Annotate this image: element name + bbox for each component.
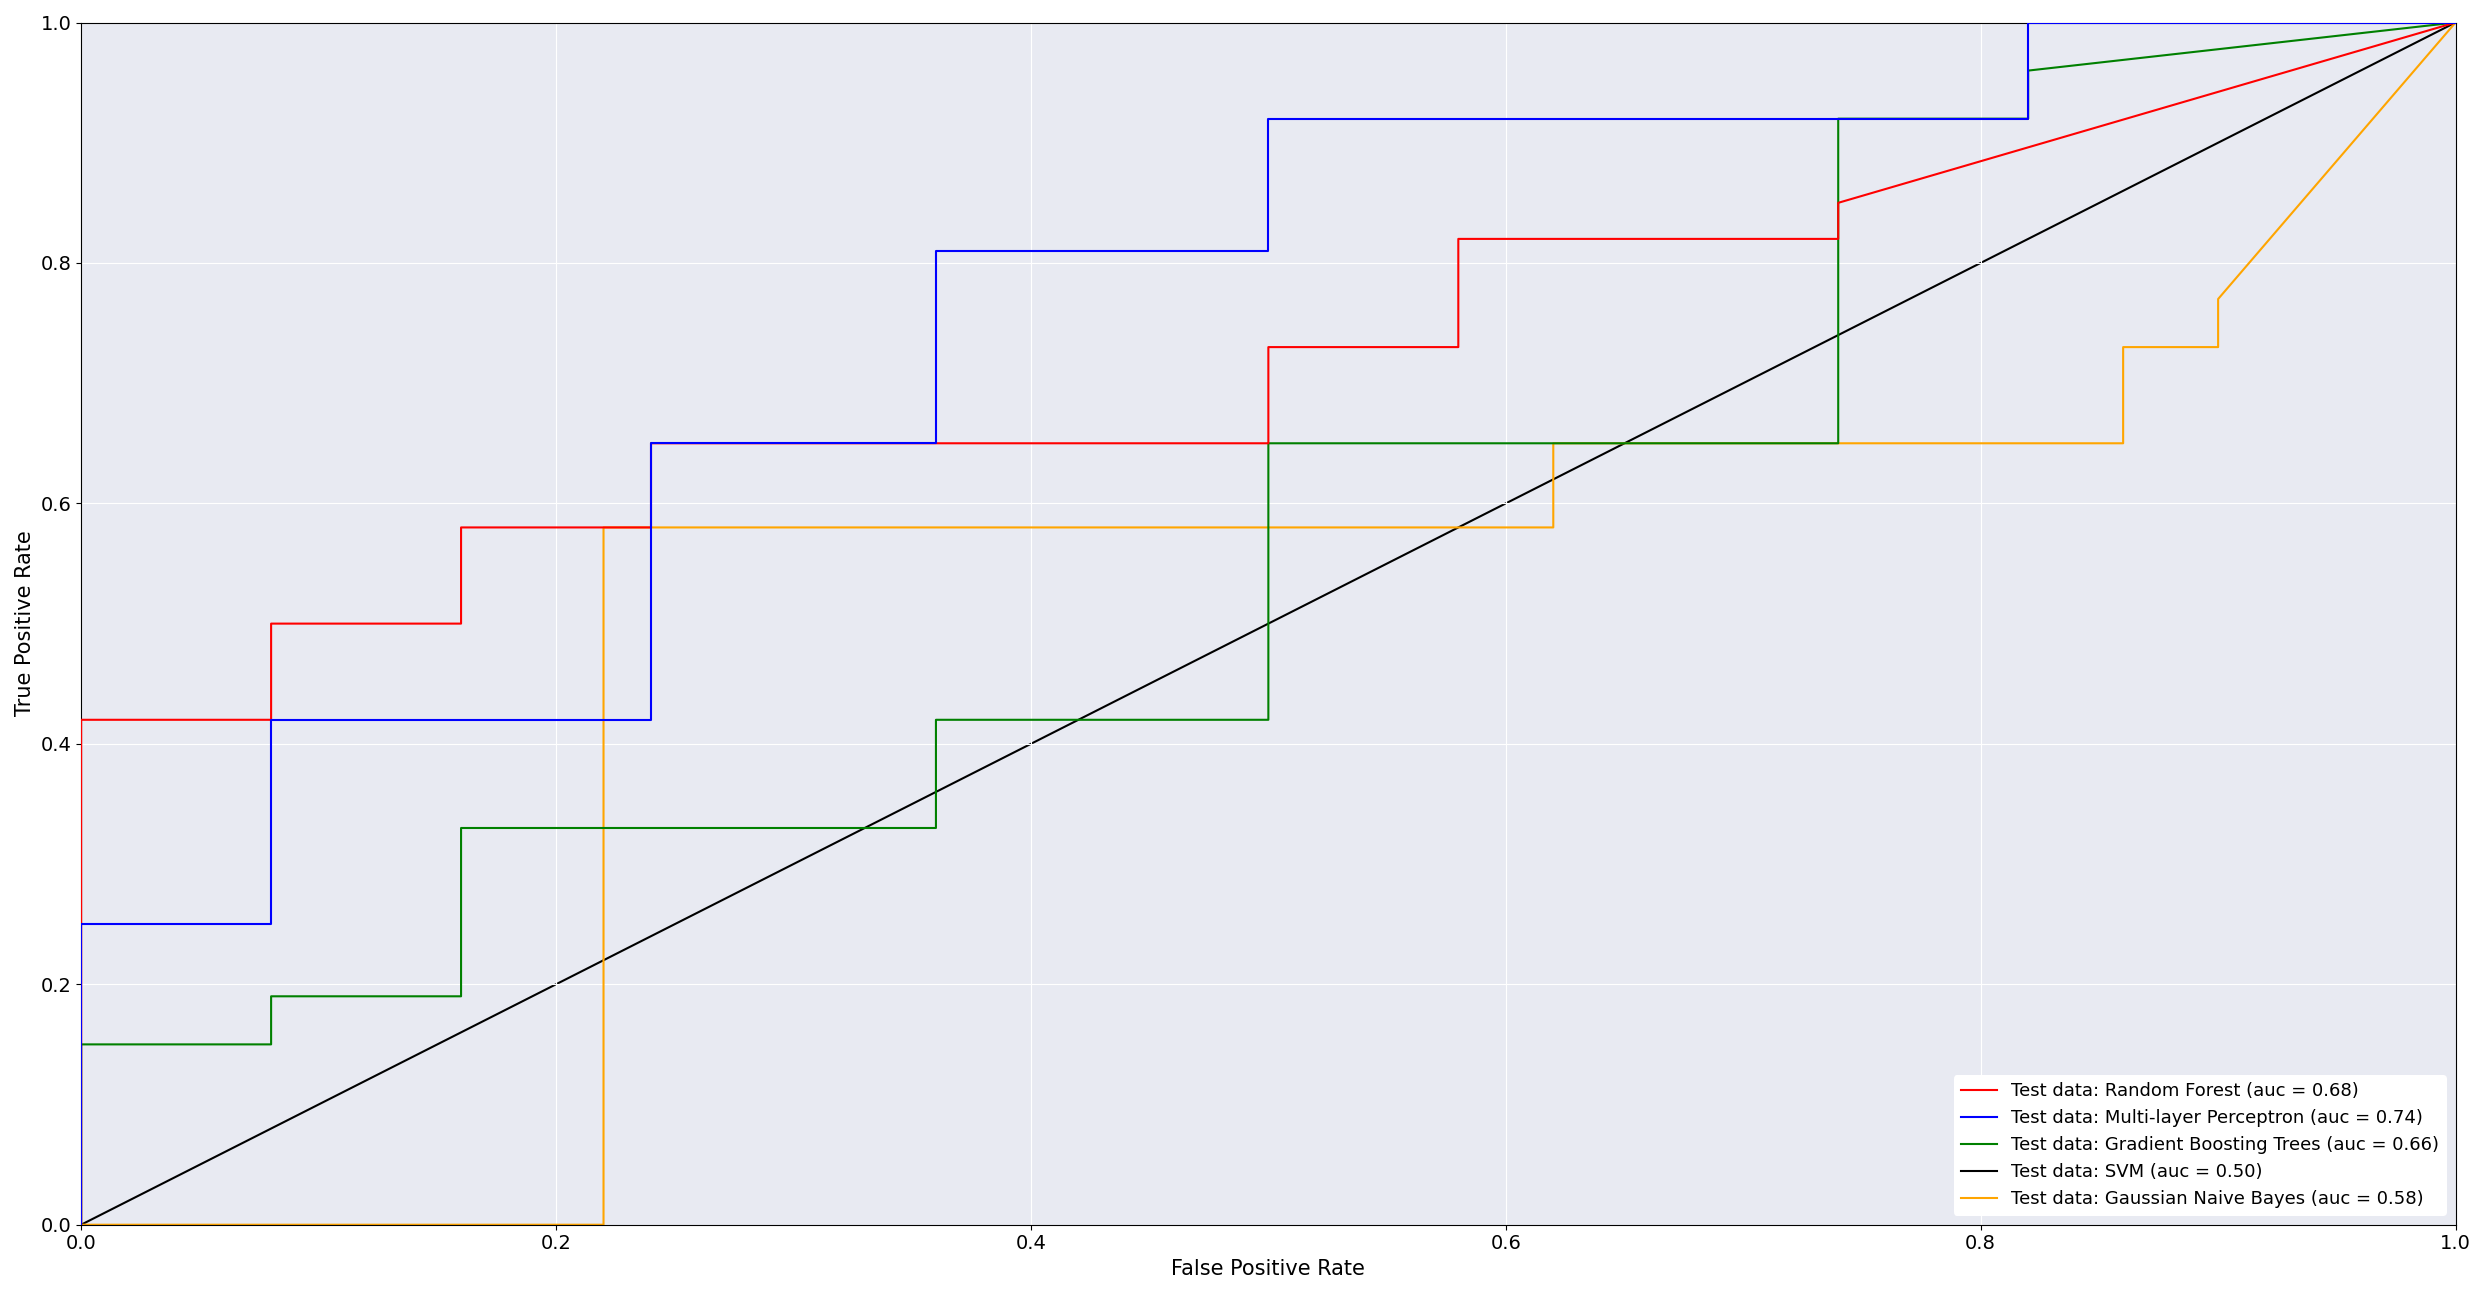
Test data: Multi-layer Perceptron (auc = 0.74): (0.74, 0.92): Multi-layer Perceptron (auc = 0.74): (0.… xyxy=(1822,111,1852,127)
Test data: Gradient Boosting Trees (auc = 0.66): (0.82, 0.96): Gradient Boosting Trees (auc = 0.66): (0… xyxy=(2014,63,2043,79)
Test data: Multi-layer Perceptron (auc = 0.74): (0.5, 0.81): Multi-layer Perceptron (auc = 0.74): (0.… xyxy=(1253,243,1283,259)
Test data: Gradient Boosting Trees (auc = 0.66): (0.74, 0.92): Gradient Boosting Trees (auc = 0.66): (0… xyxy=(1822,111,1852,127)
Test data: Multi-layer Perceptron (auc = 0.74): (0, 0.25): Multi-layer Perceptron (auc = 0.74): (0,… xyxy=(67,916,97,932)
Test data: Gaussian Naive Bayes (auc = 0.58): (0.32, 0.58): Gaussian Naive Bayes (auc = 0.58): (0.32… xyxy=(825,520,855,536)
Test data: Gradient Boosting Trees (auc = 0.66): (0.08, 0.19): Gradient Boosting Trees (auc = 0.66): (0… xyxy=(256,989,286,1004)
Test data: Multi-layer Perceptron (auc = 0.74): (0, 0): Multi-layer Perceptron (auc = 0.74): (0,… xyxy=(67,1216,97,1232)
Test data: Multi-layer Perceptron (auc = 0.74): (1, 1): Multi-layer Perceptron (auc = 0.74): (1,… xyxy=(2441,14,2471,30)
Test data: Multi-layer Perceptron (auc = 0.74): (0.82, 0.92): Multi-layer Perceptron (auc = 0.74): (0.… xyxy=(2014,111,2043,127)
Test data: Random Forest (auc = 0.68): (0.16, 0.58): Random Forest (auc = 0.68): (0.16, 0.58) xyxy=(445,520,475,536)
Test data: Gradient Boosting Trees (auc = 0.66): (1, 1): Gradient Boosting Trees (auc = 0.66): (1… xyxy=(2441,14,2471,30)
Legend: Test data: Random Forest (auc = 0.68), Test data: Multi-layer Perceptron (auc = : Test data: Random Forest (auc = 0.68), T… xyxy=(1954,1075,2446,1215)
Test data: Multi-layer Perceptron (auc = 0.74): (0.74, 0.92): Multi-layer Perceptron (auc = 0.74): (0.… xyxy=(1822,111,1852,127)
Test data: Gaussian Naive Bayes (auc = 0.58): (0.86, 0.65): Gaussian Naive Bayes (auc = 0.58): (0.86… xyxy=(2108,436,2138,452)
Test data: Multi-layer Perceptron (auc = 0.74): (0.24, 0.65): Multi-layer Perceptron (auc = 0.74): (0.… xyxy=(636,436,666,452)
Test data: Random Forest (auc = 0.68): (0.74, 0.82): Random Forest (auc = 0.68): (0.74, 0.82) xyxy=(1822,232,1852,247)
Test data: Multi-layer Perceptron (auc = 0.74): (0.5, 0.92): Multi-layer Perceptron (auc = 0.74): (0.… xyxy=(1253,111,1283,127)
Test data: Gradient Boosting Trees (auc = 0.66): (0, 0): Gradient Boosting Trees (auc = 0.66): (0… xyxy=(67,1216,97,1232)
Test data: Random Forest (auc = 0.68): (0, 0): Random Forest (auc = 0.68): (0, 0) xyxy=(67,1216,97,1232)
Test data: Gaussian Naive Bayes (auc = 0.58): (0.62, 0.65): Gaussian Naive Bayes (auc = 0.58): (0.62… xyxy=(1539,436,1569,452)
Test data: Gaussian Naive Bayes (auc = 0.58): (0.9, 0.73): Gaussian Naive Bayes (auc = 0.58): (0.9,… xyxy=(2203,339,2232,355)
Test data: Multi-layer Perceptron (auc = 0.74): (0.82, 1): Multi-layer Perceptron (auc = 0.74): (0.… xyxy=(2014,14,2043,30)
Test data: Random Forest (auc = 0.68): (1, 1): Random Forest (auc = 0.68): (1, 1) xyxy=(2441,14,2471,30)
Test data: Gradient Boosting Trees (auc = 0.66): (0.16, 0.19): Gradient Boosting Trees (auc = 0.66): (0… xyxy=(445,989,475,1004)
Test data: Random Forest (auc = 0.68): (0.58, 0.73): Random Forest (auc = 0.68): (0.58, 0.73) xyxy=(1444,339,1474,355)
Test data: Random Forest (auc = 0.68): (0.5, 0.65): Random Forest (auc = 0.68): (0.5, 0.65) xyxy=(1253,436,1283,452)
Test data: Random Forest (auc = 0.68): (0.08, 0.42): Random Forest (auc = 0.68): (0.08, 0.42) xyxy=(256,712,286,727)
Test data: Gradient Boosting Trees (auc = 0.66): (0.74, 0.65): Gradient Boosting Trees (auc = 0.66): (0… xyxy=(1822,436,1852,452)
Test data: Gradient Boosting Trees (auc = 0.66): (0, 0.15): Gradient Boosting Trees (auc = 0.66): (0… xyxy=(67,1036,97,1052)
X-axis label: False Positive Rate: False Positive Rate xyxy=(1171,1259,1365,1278)
Line: Test data: Gradient Boosting Trees (auc = 0.66): Test data: Gradient Boosting Trees (auc … xyxy=(82,22,2456,1224)
Test data: Random Forest (auc = 0.68): (0.24, 0.58): Random Forest (auc = 0.68): (0.24, 0.58) xyxy=(636,520,666,536)
Test data: Gaussian Naive Bayes (auc = 0.58): (0, 0): Gaussian Naive Bayes (auc = 0.58): (0, 0… xyxy=(67,1216,97,1232)
Test data: Random Forest (auc = 0.68): (0.16, 0.5): Random Forest (auc = 0.68): (0.16, 0.5) xyxy=(445,616,475,631)
Test data: Gaussian Naive Bayes (auc = 0.58): (0, 0): Gaussian Naive Bayes (auc = 0.58): (0, 0… xyxy=(67,1216,97,1232)
Test data: Gradient Boosting Trees (auc = 0.66): (0.36, 0.42): Gradient Boosting Trees (auc = 0.66): (0… xyxy=(920,712,950,727)
Test data: Gaussian Naive Bayes (auc = 0.58): (0.9, 0.77): Gaussian Naive Bayes (auc = 0.58): (0.9,… xyxy=(2203,291,2232,307)
Test data: Multi-layer Perceptron (auc = 0.74): (0.08, 0.25): Multi-layer Perceptron (auc = 0.74): (0.… xyxy=(256,916,286,932)
Test data: Gradient Boosting Trees (auc = 0.66): (0.82, 0.92): Gradient Boosting Trees (auc = 0.66): (0… xyxy=(2014,111,2043,127)
Test data: Gradient Boosting Trees (auc = 0.66): (0.5, 0.65): Gradient Boosting Trees (auc = 0.66): (0… xyxy=(1253,436,1283,452)
Test data: Gaussian Naive Bayes (auc = 0.58): (0.86, 0.73): Gaussian Naive Bayes (auc = 0.58): (0.86… xyxy=(2108,339,2138,355)
Test data: Random Forest (auc = 0.68): (0, 0.42): Random Forest (auc = 0.68): (0, 0.42) xyxy=(67,712,97,727)
Line: Test data: Random Forest (auc = 0.68): Test data: Random Forest (auc = 0.68) xyxy=(82,22,2456,1224)
Test data: Multi-layer Perceptron (auc = 0.74): (0.36, 0.81): Multi-layer Perceptron (auc = 0.74): (0.… xyxy=(920,243,950,259)
Test data: Multi-layer Perceptron (auc = 0.74): (0.36, 0.65): Multi-layer Perceptron (auc = 0.74): (0.… xyxy=(920,436,950,452)
Test data: Random Forest (auc = 0.68): (0.58, 0.82): Random Forest (auc = 0.68): (0.58, 0.82) xyxy=(1444,232,1474,247)
Test data: Gradient Boosting Trees (auc = 0.66): (0.08, 0.15): Gradient Boosting Trees (auc = 0.66): (0… xyxy=(256,1036,286,1052)
Test data: Gradient Boosting Trees (auc = 0.66): (0.36, 0.33): Gradient Boosting Trees (auc = 0.66): (0… xyxy=(920,820,950,836)
Test data: Random Forest (auc = 0.68): (0.24, 0.65): Random Forest (auc = 0.68): (0.24, 0.65) xyxy=(636,436,666,452)
Test data: Gaussian Naive Bayes (auc = 0.58): (0.62, 0.58): Gaussian Naive Bayes (auc = 0.58): (0.62… xyxy=(1539,520,1569,536)
Y-axis label: True Positive Rate: True Positive Rate xyxy=(15,531,35,717)
Test data: Gaussian Naive Bayes (auc = 0.58): (0.22, 0): Gaussian Naive Bayes (auc = 0.58): (0.22… xyxy=(589,1216,619,1232)
Test data: Random Forest (auc = 0.68): (0.5, 0.73): Random Forest (auc = 0.68): (0.5, 0.73) xyxy=(1253,339,1283,355)
Test data: Random Forest (auc = 0.68): (0.74, 0.85): Random Forest (auc = 0.68): (0.74, 0.85) xyxy=(1822,195,1852,211)
Test data: Gaussian Naive Bayes (auc = 0.58): (0.32, 0.58): Gaussian Naive Bayes (auc = 0.58): (0.32… xyxy=(825,520,855,536)
Line: Test data: Gaussian Naive Bayes (auc = 0.58): Test data: Gaussian Naive Bayes (auc = 0… xyxy=(82,22,2456,1224)
Test data: Random Forest (auc = 0.68): (0.08, 0.5): Random Forest (auc = 0.68): (0.08, 0.5) xyxy=(256,616,286,631)
Test data: Gaussian Naive Bayes (auc = 0.58): (1, 1): Gaussian Naive Bayes (auc = 0.58): (1, 1… xyxy=(2441,14,2471,30)
Test data: Gaussian Naive Bayes (auc = 0.58): (0.22, 0.58): Gaussian Naive Bayes (auc = 0.58): (0.22… xyxy=(589,520,619,536)
Test data: Gradient Boosting Trees (auc = 0.66): (0.5, 0.42): Gradient Boosting Trees (auc = 0.66): (0… xyxy=(1253,712,1283,727)
Test data: Gradient Boosting Trees (auc = 0.66): (0.16, 0.33): Gradient Boosting Trees (auc = 0.66): (0… xyxy=(445,820,475,836)
Line: Test data: Multi-layer Perceptron (auc = 0.74): Test data: Multi-layer Perceptron (auc =… xyxy=(82,22,2456,1224)
Test data: Multi-layer Perceptron (auc = 0.74): (0.08, 0.42): Multi-layer Perceptron (auc = 0.74): (0.… xyxy=(256,712,286,727)
Test data: Multi-layer Perceptron (auc = 0.74): (0.24, 0.42): Multi-layer Perceptron (auc = 0.74): (0.… xyxy=(636,712,666,727)
